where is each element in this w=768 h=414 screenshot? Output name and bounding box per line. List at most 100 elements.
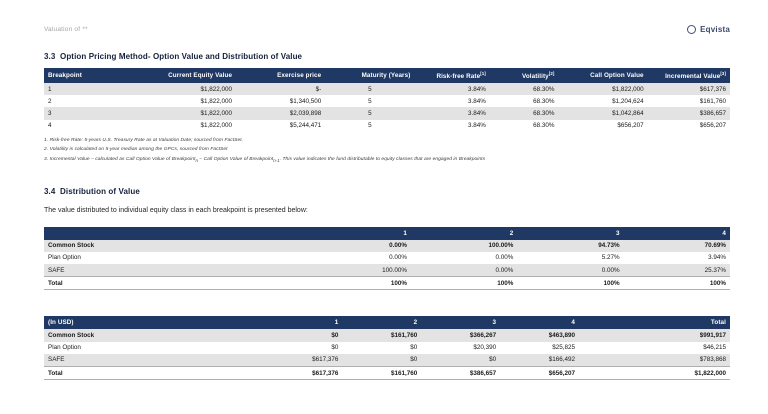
percent-distribution-table-body: Common Stock 0.00% 100.00% 94.73% 70.69%… bbox=[44, 239, 730, 291]
usd-distribution-table-body: Common Stock $0 $161,760 $366,267 $463,8… bbox=[44, 329, 730, 381]
cell-incremental-value: $386,657 bbox=[647, 107, 730, 120]
col-breakpoint-3: 3 bbox=[517, 226, 624, 240]
cell-exercise-price: $2,039,898 bbox=[236, 107, 326, 120]
col-volatility: Volatility[2] bbox=[489, 68, 559, 84]
cell-value: $386,657 bbox=[421, 365, 501, 381]
cell-volatility: 68.30% bbox=[489, 107, 559, 120]
cell-volatility: 68.30% bbox=[489, 119, 559, 132]
cell-value: 100% bbox=[517, 276, 624, 291]
col-breakpoint-1: 1 bbox=[304, 226, 411, 240]
cell-maturity: 5 bbox=[325, 95, 415, 108]
cell-breakpoint: 1 bbox=[44, 83, 134, 96]
cell-volatility: 68.30% bbox=[489, 83, 559, 96]
running-header-text: Valuation of ** bbox=[44, 26, 88, 33]
footnotes: 1. Risk-free Rate: 5-years U.S. Treasury… bbox=[44, 138, 730, 163]
col-incremental-value: Incremental Value[3] bbox=[647, 68, 730, 84]
col-breakpoint-4: 4 bbox=[500, 316, 580, 330]
percent-distribution-table-wrap: 1 2 3 4 Common Stock 0.00% 100.00% 94.73… bbox=[44, 226, 730, 291]
cell-value: 0.00% bbox=[411, 251, 518, 264]
cell-breakpoint: 4 bbox=[44, 119, 134, 132]
cell-value: $25,825 bbox=[500, 341, 580, 354]
cell-class-label: SAFE bbox=[44, 263, 305, 277]
option-pricing-table-body: 1 $1,822,000 $- 5 3.84% 68.30% $1,822,00… bbox=[44, 83, 730, 132]
cell-value: 0.00% bbox=[517, 263, 624, 277]
percent-distribution-table: 1 2 3 4 Common Stock 0.00% 100.00% 94.73… bbox=[44, 226, 730, 291]
col-call-option-value: Call Option Value bbox=[558, 68, 648, 84]
table-row-total: Total $617,376 $161,760 $386,657 $656,20… bbox=[44, 365, 730, 381]
cell-risk-free-rate: 3.84% bbox=[414, 83, 490, 96]
table-row: 1 $1,822,000 $- 5 3.84% 68.30% $1,822,00… bbox=[44, 83, 730, 96]
col-exercise-price: Exercise price bbox=[236, 68, 326, 84]
cell-current-equity-value: $1,822,000 bbox=[133, 119, 237, 132]
col-breakpoint-3: 3 bbox=[421, 316, 501, 330]
cell-value: $0 bbox=[342, 353, 422, 367]
cell-value: 25.37% bbox=[623, 263, 730, 277]
cell-value: $0 bbox=[263, 329, 343, 342]
cell-value: $0 bbox=[263, 341, 343, 354]
cell-class-label: Plan Option bbox=[44, 251, 305, 264]
footnote-1: 1. Risk-free Rate: 5-years U.S. Treasury… bbox=[44, 137, 244, 143]
cell-value: 100.00% bbox=[411, 239, 518, 252]
table-header-row: Breakpoint Current Equity Value Exercise… bbox=[44, 68, 730, 84]
table-row: Plan Option $0 $0 $20,390 $25,825 $46,21… bbox=[44, 341, 730, 354]
cell-volatility: 68.30% bbox=[489, 95, 559, 108]
cell-maturity: 5 bbox=[325, 83, 415, 96]
cell-risk-free-rate: 3.84% bbox=[414, 95, 490, 108]
col-breakpoint-2: 2 bbox=[411, 226, 518, 240]
cell-class-label: SAFE bbox=[44, 353, 264, 367]
col-breakpoint-4: 4 bbox=[623, 226, 730, 240]
cell-value: $0 bbox=[421, 353, 501, 367]
table-row-total: Total 100% 100% 100% 100% bbox=[44, 276, 730, 291]
document-header: Valuation of ** Eqvista bbox=[44, 24, 730, 40]
col-breakpoint-2: 2 bbox=[342, 316, 422, 330]
ring-icon bbox=[687, 25, 697, 34]
cell-total: $46,215 bbox=[579, 341, 730, 354]
cell-call-option-value: $1,042,864 bbox=[558, 107, 648, 120]
col-breakpoint: Breakpoint bbox=[44, 68, 134, 84]
footnote-3: 3. Incremental Value – calculated as Cal… bbox=[44, 156, 486, 163]
table-row: Plan Option 0.00% 0.00% 5.27% 3.94% bbox=[44, 251, 730, 264]
cell-class-label: Total bbox=[44, 365, 264, 381]
col-risk-free-rate: Risk-free Rate[1] bbox=[414, 68, 490, 84]
section-34-title: Distribution of Value bbox=[60, 186, 140, 196]
cell-current-equity-value: $1,822,000 bbox=[133, 83, 237, 96]
col-class-label bbox=[44, 226, 305, 240]
col-maturity-years: Maturity (Years) bbox=[325, 68, 415, 84]
table-header-row: 1 2 3 4 bbox=[44, 226, 730, 240]
table-row: 4 $1,822,000 $5,244,471 5 3.84% 68.30% $… bbox=[44, 119, 730, 132]
cell-value: $617,376 bbox=[263, 365, 343, 381]
cell-maturity: 5 bbox=[325, 119, 415, 132]
option-pricing-table-wrap: Breakpoint Current Equity Value Exercise… bbox=[44, 68, 730, 132]
table-row: SAFE $617,376 $0 $0 $166,492 $783,868 bbox=[44, 353, 730, 367]
cell-total: $991,917 bbox=[579, 329, 730, 342]
cell-value: $161,760 bbox=[342, 329, 422, 342]
section-33-title: Option Pricing Method- Option Value and … bbox=[60, 52, 303, 61]
section-33-number: 3.3 bbox=[44, 52, 56, 61]
usd-distribution-table-wrap: (In USD) 1 2 3 4 Total Common Stock $0 $… bbox=[44, 316, 730, 381]
cell-value: 100% bbox=[304, 276, 411, 291]
cell-total: $1,822,000 bbox=[579, 365, 730, 381]
cell-value: 70.69% bbox=[623, 239, 730, 252]
cell-class-label: Common Stock bbox=[44, 329, 264, 342]
cell-current-equity-value: $1,822,000 bbox=[133, 107, 237, 120]
cell-class-label: Common Stock bbox=[44, 239, 305, 252]
cell-value: 0.00% bbox=[304, 251, 411, 264]
section-34-number: 3.4 bbox=[44, 186, 56, 196]
cell-call-option-value: $656,207 bbox=[558, 119, 648, 132]
cell-risk-free-rate: 3.84% bbox=[414, 107, 490, 120]
col-total: Total bbox=[579, 316, 730, 330]
cell-value: $166,492 bbox=[500, 353, 580, 367]
section-34-intro: The value distributed to individual equi… bbox=[44, 206, 308, 214]
cell-risk-free-rate: 3.84% bbox=[414, 119, 490, 132]
cell-value: 100.00% bbox=[304, 263, 411, 277]
cell-value: $0 bbox=[342, 341, 422, 354]
eqvista-logo: Eqvista bbox=[687, 24, 730, 34]
cell-breakpoint: 3 bbox=[44, 107, 134, 120]
cell-value: 94.73% bbox=[517, 239, 624, 252]
footnote-2: 2. Volatility is calculated on 5-year me… bbox=[44, 147, 228, 153]
section-33-heading: 3.3 Option Pricing Method- Option Value a… bbox=[44, 52, 730, 61]
cell-exercise-price: $- bbox=[236, 83, 326, 96]
cell-current-equity-value: $1,822,000 bbox=[133, 95, 237, 108]
cell-call-option-value: $1,822,000 bbox=[558, 83, 648, 96]
